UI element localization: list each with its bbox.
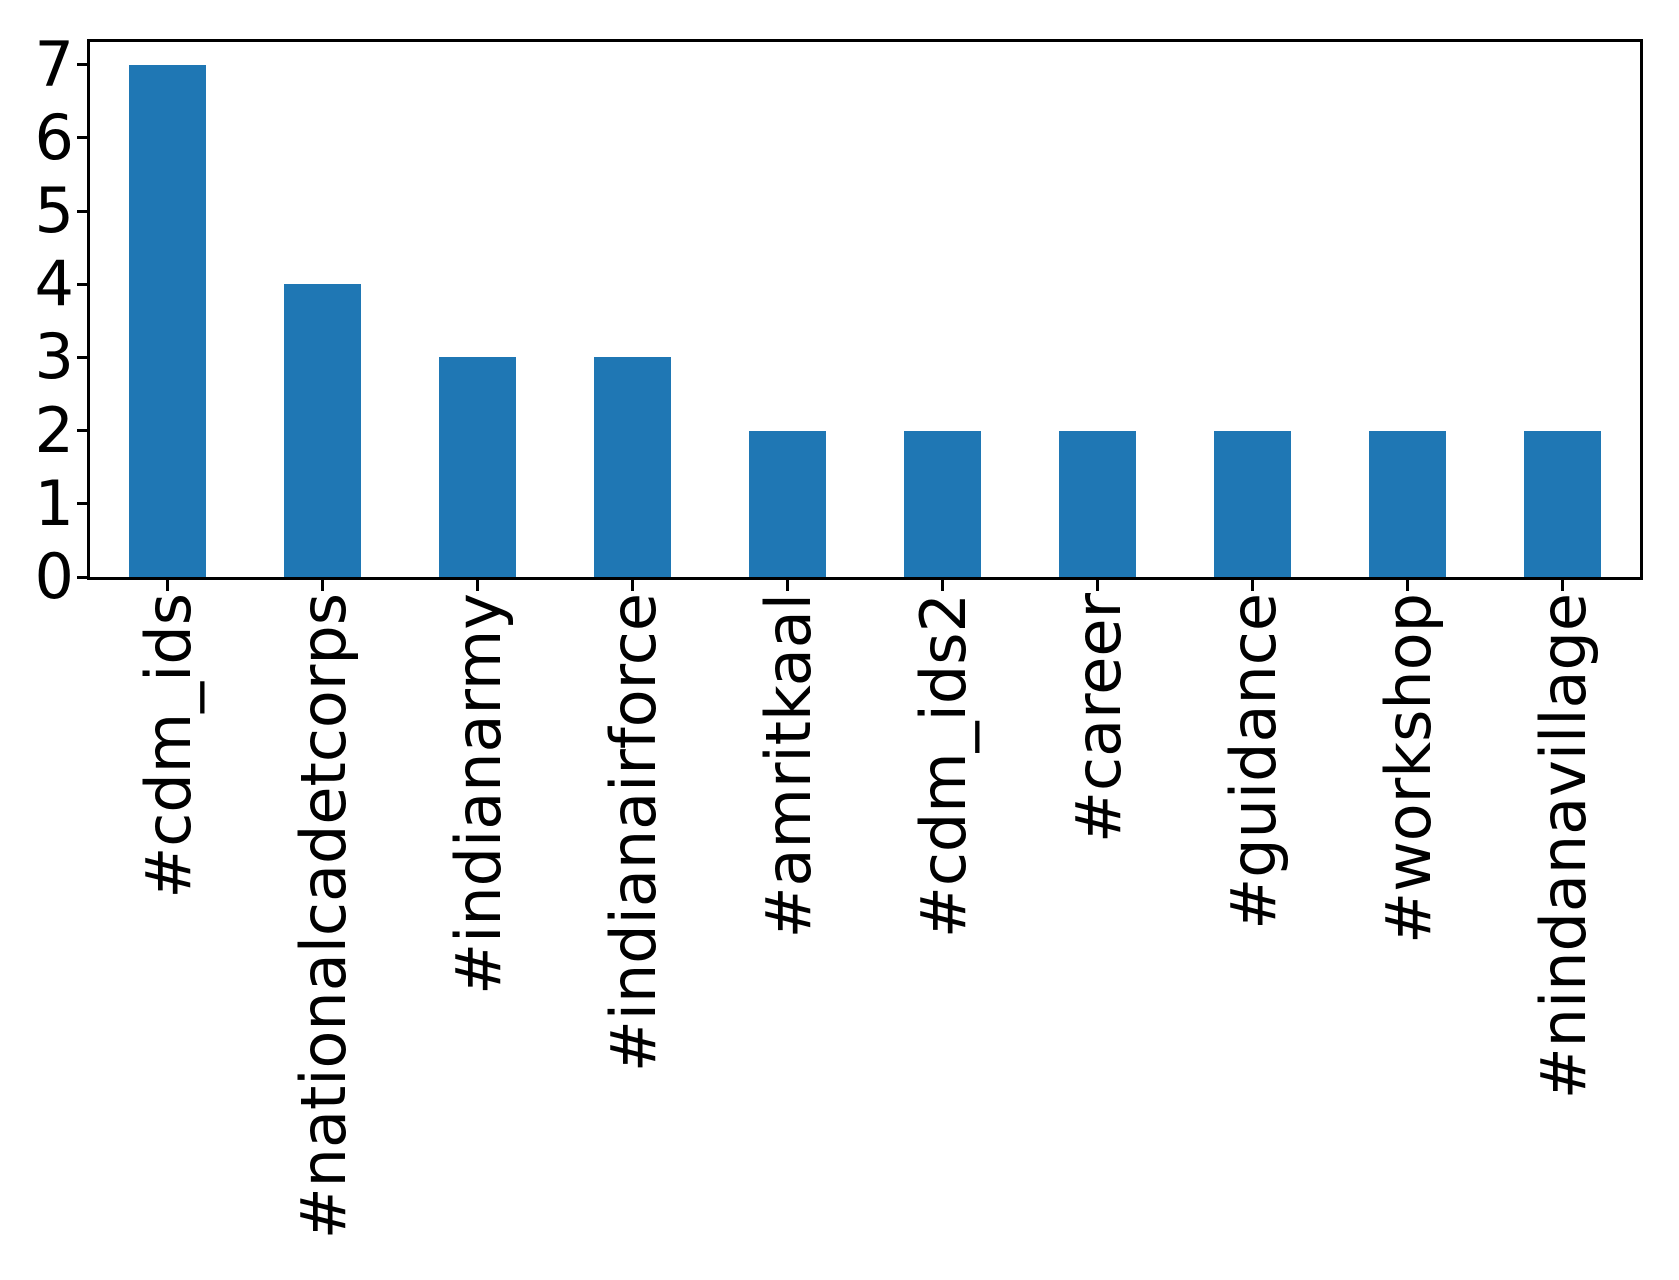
y-tick-label: 4 bbox=[34, 247, 74, 321]
y-tick-mark bbox=[77, 209, 87, 213]
y-tick-mark bbox=[77, 429, 87, 433]
y-tick-label: 5 bbox=[34, 174, 74, 248]
x-tick-mark bbox=[476, 580, 479, 591]
y-tick-label: 1 bbox=[34, 466, 74, 540]
bar bbox=[748, 430, 827, 577]
x-tick-mark bbox=[941, 580, 944, 591]
x-tick-mark bbox=[1096, 580, 1099, 591]
y-tick-label: 0 bbox=[34, 540, 74, 613]
x-tick-label: #workshop bbox=[1371, 593, 1445, 944]
bar bbox=[593, 357, 672, 577]
x-tick-mark bbox=[786, 580, 789, 591]
bar bbox=[128, 64, 207, 577]
x-tick-mark bbox=[166, 580, 169, 591]
bar bbox=[1058, 430, 1137, 577]
y-tick-mark bbox=[77, 502, 87, 506]
x-tick-label: #cdm_ids2 bbox=[906, 593, 980, 939]
y-tick-mark bbox=[77, 575, 87, 579]
y-tick-mark bbox=[77, 282, 87, 286]
x-tick-label: #nindanavillage bbox=[1526, 593, 1600, 1100]
bar bbox=[438, 357, 517, 577]
y-tick-mark bbox=[77, 63, 87, 67]
x-tick-mark bbox=[1561, 580, 1564, 591]
x-tick-label: #indianairforce bbox=[596, 593, 670, 1073]
x-tick-label: #nationalcadetcorps bbox=[286, 593, 360, 1240]
y-tick-mark bbox=[77, 355, 87, 359]
bar bbox=[1213, 430, 1292, 577]
y-tick-label: 7 bbox=[34, 27, 74, 101]
x-tick-mark bbox=[1406, 580, 1409, 591]
y-tick-label: 6 bbox=[34, 100, 74, 174]
x-tick-label: #indianarmy bbox=[441, 593, 515, 995]
x-tick-label: #amritkaal bbox=[751, 593, 825, 939]
bar bbox=[1368, 430, 1447, 577]
x-tick-label: #guidance bbox=[1216, 593, 1290, 930]
x-tick-mark bbox=[1251, 580, 1254, 591]
x-tick-mark bbox=[321, 580, 324, 591]
y-tick-label: 3 bbox=[34, 320, 74, 394]
x-tick-mark bbox=[631, 580, 634, 591]
bar bbox=[283, 284, 362, 577]
y-tick-label: 2 bbox=[34, 393, 74, 467]
x-tick-label: #career bbox=[1061, 593, 1135, 843]
bar bbox=[1523, 430, 1602, 577]
bar bbox=[903, 430, 982, 577]
x-tick-label: #cdm_ids bbox=[131, 593, 205, 899]
y-tick-mark bbox=[77, 136, 87, 140]
